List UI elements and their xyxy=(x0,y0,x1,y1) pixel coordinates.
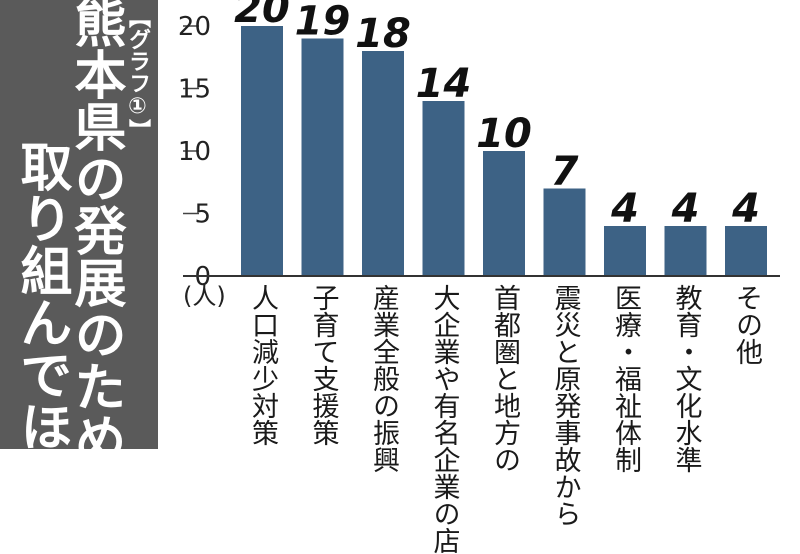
y-tick-label: 5 xyxy=(194,200,211,230)
chart-title-line-1: 熊本県の発展のために xyxy=(65,0,125,449)
y-unit-label: (人) xyxy=(183,282,226,310)
y-tick-label: 10 xyxy=(178,137,211,167)
chart-title-line-2: 取り組んでほしい xyxy=(11,140,71,449)
bar-value-label: 7 xyxy=(551,149,579,195)
category-label: 医療・福祉体制 xyxy=(610,284,641,473)
y-tick-label: 15 xyxy=(178,75,211,105)
bar xyxy=(725,226,767,276)
bar xyxy=(241,26,283,276)
bar-value-label: 10 xyxy=(476,111,532,157)
bar-value-label: 20 xyxy=(234,0,290,32)
bar xyxy=(604,226,646,276)
bar xyxy=(543,188,586,276)
bar-value-label: 19 xyxy=(295,0,351,45)
category-label: 大企業や有名企業の店 xyxy=(428,284,460,554)
category-label: 震災と原発事故から xyxy=(549,284,581,527)
bar-value-label: 18 xyxy=(355,11,411,57)
bar-value-label: 14 xyxy=(416,61,472,107)
bar-value-label: 4 xyxy=(610,186,639,232)
graph-number-label: 【グラフ①】 xyxy=(125,6,150,141)
bar xyxy=(483,151,525,276)
bar-value-label: 4 xyxy=(671,186,700,232)
bar xyxy=(422,101,465,276)
bar xyxy=(301,38,344,276)
bar-value-label: 4 xyxy=(731,186,760,232)
y-tick-label: 20 xyxy=(178,12,211,42)
category-label: 人口減少対策 xyxy=(247,284,278,446)
category-label: 教育・文化水準 xyxy=(670,284,702,473)
category-label: 首都圏と地方の xyxy=(489,284,520,473)
category-label: その他 xyxy=(731,284,762,365)
title-panel: 【グラフ①】 熊本県の発展のために 取り組んでほしい xyxy=(0,0,158,449)
category-label: 産業全般の振興 xyxy=(368,284,399,473)
bar xyxy=(664,226,707,276)
category-label: 子育て支援策 xyxy=(307,284,339,446)
bar xyxy=(362,51,404,276)
